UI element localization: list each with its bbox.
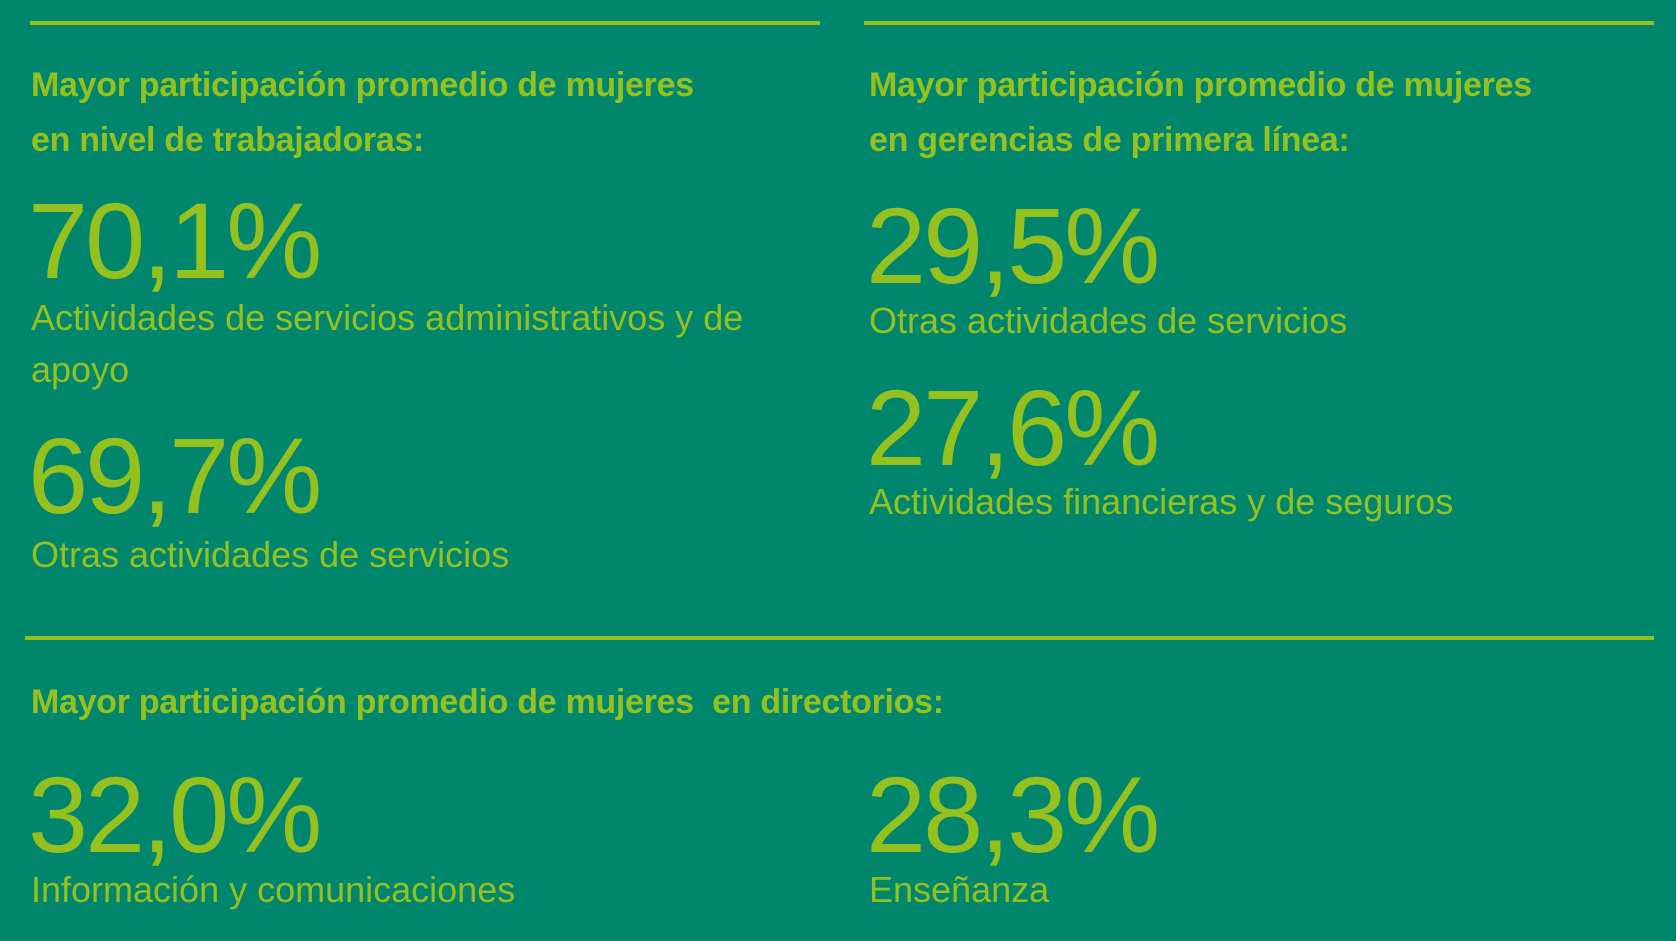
divider-middle (25, 636, 1654, 640)
stat-label: Otras actividades de servicios (31, 534, 510, 575)
divider-top-right (864, 21, 1654, 25)
section-heading-gerencias: Mayor participación promedio de mujeres … (869, 58, 1532, 168)
heading-line: Mayor participación promedio de mujeres (31, 66, 694, 104)
stat-label: Información y comunicaciones (31, 869, 516, 910)
divider-top-left (30, 21, 820, 25)
stat-value: 70,1% (28, 180, 322, 301)
label-line: Actividades de servicios administrativos… (31, 297, 744, 338)
stat-value: 28,3% (866, 754, 1160, 875)
heading-line: Mayor participación promedio de mujeres (869, 66, 1532, 104)
heading-line: en gerencias de primera línea: (869, 121, 1350, 159)
section-heading-directorios: Mayor participación promedio de mujeres … (31, 683, 944, 721)
label-line: apoyo (31, 349, 130, 390)
section-heading-trabajadoras: Mayor participación promedio de mujeres … (31, 58, 694, 168)
stat-value: 29,5% (866, 185, 1160, 306)
stat-value: 27,6% (866, 367, 1160, 488)
stat-label: Otras actividades de servicios (869, 300, 1348, 341)
stat-label: Enseñanza (869, 869, 1050, 910)
stat-value: 32,0% (28, 754, 322, 875)
heading-line: en nivel de trabajadoras: (31, 121, 425, 159)
stat-label: Actividades de servicios administrativos… (31, 292, 743, 396)
stat-label: Actividades financieras y de seguros (869, 481, 1454, 522)
stat-value: 69,7% (28, 415, 322, 536)
